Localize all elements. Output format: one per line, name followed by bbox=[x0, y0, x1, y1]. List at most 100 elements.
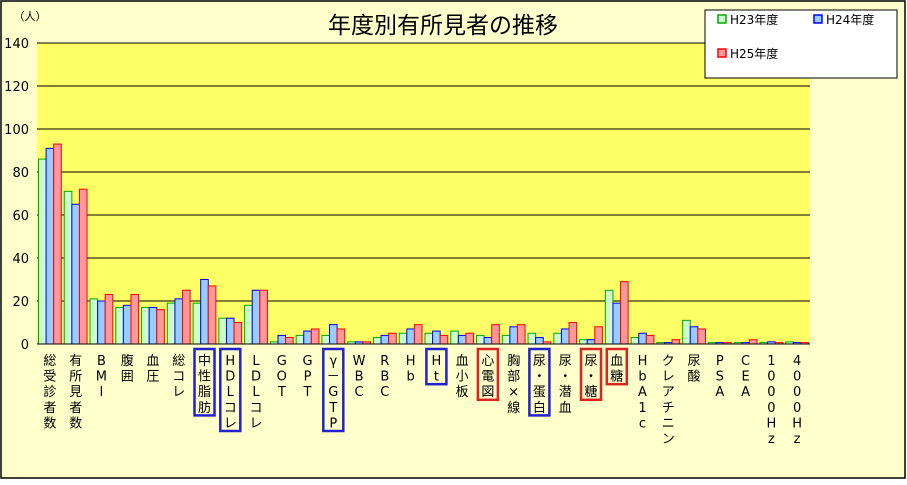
highlight-box bbox=[476, 347, 500, 402]
x-tick-label: 尿酸 bbox=[687, 354, 700, 385]
highlight-box bbox=[193, 347, 216, 417]
legend-swatch bbox=[813, 14, 823, 24]
bar bbox=[612, 302, 622, 345]
highlight-box bbox=[605, 347, 629, 386]
chart-title: 年度別有所見者の推移 bbox=[328, 13, 558, 39]
bar bbox=[638, 332, 647, 345]
gridlines bbox=[37, 42, 810, 302]
legend-box bbox=[704, 9, 898, 79]
y-axis-ticks: 0 20 40 60 80 100 120 140 bbox=[4, 37, 29, 353]
x-tick-label: 尿・糖 bbox=[584, 354, 597, 400]
bar bbox=[225, 317, 235, 345]
bar bbox=[553, 332, 562, 345]
x-tick-label: 中性脂肪 bbox=[198, 354, 211, 416]
bar bbox=[200, 279, 209, 345]
x-tick-label: 有所見者数 bbox=[69, 354, 82, 431]
bar bbox=[509, 326, 518, 345]
bar bbox=[63, 190, 73, 345]
legend-label: H23年度 bbox=[730, 12, 778, 27]
bar bbox=[388, 332, 397, 345]
bar bbox=[372, 337, 382, 345]
y-tick-label: 140 bbox=[4, 37, 29, 52]
bar bbox=[336, 328, 346, 345]
highlight-box bbox=[425, 347, 448, 386]
bar bbox=[182, 289, 191, 345]
bar bbox=[568, 322, 578, 345]
bar bbox=[329, 324, 338, 345]
bar bbox=[97, 300, 106, 345]
bar bbox=[233, 322, 243, 345]
legend-label: H25年度 bbox=[730, 46, 778, 61]
bar bbox=[439, 334, 449, 345]
highlight-box bbox=[579, 347, 603, 402]
bar bbox=[682, 319, 691, 345]
legend-label: H24年度 bbox=[826, 12, 874, 27]
bar bbox=[207, 285, 217, 345]
bar bbox=[321, 334, 331, 345]
x-tick-label: 総コレ bbox=[172, 354, 185, 400]
bar bbox=[277, 334, 287, 345]
bar bbox=[516, 324, 526, 345]
bar bbox=[501, 334, 511, 345]
y-tick-label: 120 bbox=[4, 80, 29, 95]
y-tick-label: 40 bbox=[12, 252, 29, 267]
highlight-boxes bbox=[193, 347, 629, 433]
bar bbox=[491, 324, 500, 345]
bar bbox=[424, 332, 434, 345]
y-tick-label: 60 bbox=[12, 209, 29, 224]
bar bbox=[45, 147, 55, 345]
bar bbox=[413, 324, 423, 345]
bar bbox=[450, 330, 459, 345]
bar bbox=[671, 339, 681, 345]
x-tick-label: 尿・蛋白 bbox=[533, 354, 546, 416]
bar bbox=[174, 298, 184, 345]
x-tick-label: 尿・潜血 bbox=[559, 354, 572, 416]
bar bbox=[148, 306, 158, 345]
x-tick-label: 胸部×線 bbox=[507, 354, 520, 416]
bar bbox=[53, 143, 62, 345]
y-tick-label: 0 bbox=[21, 338, 29, 353]
bar bbox=[483, 337, 493, 345]
legend-swatch bbox=[717, 48, 727, 58]
highlight-box bbox=[322, 347, 345, 433]
x-tick-label: 腹囲 bbox=[121, 353, 134, 385]
bar bbox=[465, 332, 475, 345]
bar bbox=[244, 304, 253, 345]
bar bbox=[89, 298, 99, 345]
x-tick-label: 血圧 bbox=[146, 354, 159, 385]
x-tick-label: 心電図 bbox=[481, 354, 494, 400]
bar bbox=[285, 337, 294, 345]
bar bbox=[620, 281, 629, 345]
bar bbox=[192, 302, 202, 345]
bar bbox=[697, 328, 706, 345]
bar bbox=[457, 334, 467, 345]
bar bbox=[398, 332, 408, 345]
bar bbox=[527, 332, 537, 345]
bar bbox=[71, 203, 80, 345]
bar bbox=[218, 317, 227, 345]
x-tick-label: 総受診者数 bbox=[43, 354, 56, 431]
bar bbox=[104, 294, 114, 345]
y-tick-label: 100 bbox=[4, 123, 29, 138]
bar bbox=[560, 328, 570, 345]
bar bbox=[604, 289, 614, 345]
x-tick-label: 血小板 bbox=[456, 354, 469, 400]
x-tick-label: γ － G T P bbox=[327, 354, 340, 431]
bar bbox=[380, 334, 390, 345]
bar bbox=[535, 337, 544, 345]
bar bbox=[295, 334, 305, 345]
bar bbox=[579, 339, 588, 345]
bar bbox=[432, 330, 441, 345]
bar bbox=[645, 334, 655, 345]
bar bbox=[594, 326, 603, 345]
